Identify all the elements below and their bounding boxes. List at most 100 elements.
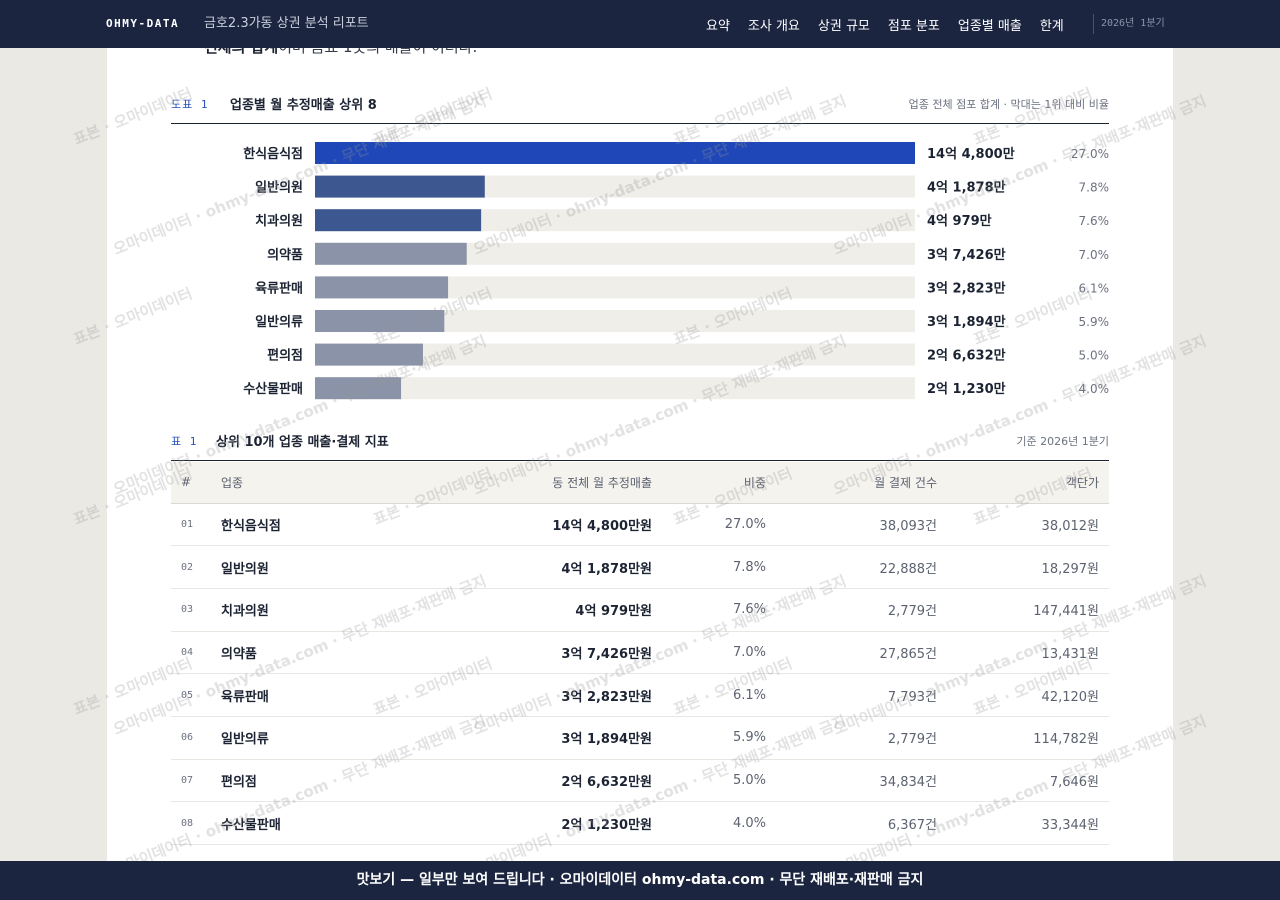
- cell-count: 38,093건: [766, 503, 937, 547]
- bar-category-label: 치과의원: [255, 213, 303, 229]
- bar-value-label: 3억 1,894만: [927, 314, 1006, 330]
- bar-share-label: 4.0%: [1079, 382, 1110, 396]
- cell-category: 한식음식점: [221, 503, 371, 547]
- bar-category-label: 의약품: [267, 247, 303, 263]
- cell-avg: 38,012원: [937, 503, 1109, 547]
- bar-value-label: 4억 1,878만: [927, 180, 1006, 196]
- table-row: 01 한식음식점 14억 4,800만원 27.0% 38,093건 38,01…: [171, 503, 1109, 547]
- bar-value-label: 3억 7,426만: [927, 247, 1006, 263]
- cell-share: 7.8%: [652, 545, 766, 589]
- cell-avg: 42,120원: [937, 673, 1109, 717]
- table-row: 03 치과의원 4억 979만원 7.6% 2,779건 147,441원: [171, 588, 1109, 632]
- bar-track: [315, 343, 915, 366]
- col-share[interactable]: 비중: [652, 462, 766, 504]
- cell-rank: 04: [171, 631, 221, 675]
- top-navigation-bar: OHMY-DATA 금호2.3가동 상권 분석 리포트 요약 조사 개요 상권 …: [0, 0, 1280, 48]
- nav-link-summary[interactable]: 요약: [706, 18, 730, 34]
- bar: [315, 377, 402, 400]
- nav-link-limitations[interactable]: 한계: [1039, 18, 1064, 34]
- nav-link-store-distribution[interactable]: 점포 분포: [887, 18, 940, 34]
- bar-share-label: 6.1%: [1079, 281, 1110, 295]
- bar-track: [315, 276, 915, 299]
- cell-avg: 147,441원: [937, 588, 1109, 632]
- cell-share: 4.0%: [652, 801, 766, 845]
- cell-avg: 18,297원: [937, 545, 1109, 589]
- cell-count: 2,779건: [766, 588, 937, 632]
- cell-category: 일반의류: [221, 716, 371, 760]
- cell-sales: 2억 1,230만원: [371, 801, 652, 845]
- col-payment-count[interactable]: 월 결제 건수: [766, 462, 937, 504]
- cell-category: 수산물판매: [221, 801, 371, 845]
- cell-share: 5.9%: [652, 716, 766, 760]
- cell-category: 일반의원: [221, 545, 371, 589]
- nav-link-market-size[interactable]: 상권 규모: [817, 18, 870, 34]
- cell-count: 7,793건: [766, 673, 937, 717]
- cell-share: 7.6%: [652, 588, 766, 632]
- col-category[interactable]: 업종: [221, 462, 371, 504]
- col-avg-ticket[interactable]: 객단가: [937, 462, 1109, 504]
- bar: [315, 276, 449, 299]
- table-header-row: # 업종 동 전체 월 추정매출 비중 월 결제 건수 객단가: [171, 462, 1109, 504]
- bar-share-label: 7.6%: [1079, 214, 1110, 228]
- intro-paragraph: 전체의 합계이며 음표 1곳의 매출이 이러다.: [204, 48, 477, 57]
- cell-rank: 02: [171, 545, 221, 589]
- figure-heading: 도표 1 업종별 월 추정매출 상위 8 업종 전체 점포 합계 · 막대는 1…: [171, 96, 1109, 124]
- bar-track: [315, 377, 915, 400]
- section-nav: 요약 조사 개요 상권 규모 점포 분포 업종별 매출 한계: [706, 0, 1082, 48]
- table-row: 07 편의점 2억 6,632만원 5.0% 34,834건 7,646원: [171, 759, 1109, 803]
- bar-share-label: 5.0%: [1079, 349, 1110, 363]
- brand-logo[interactable]: OHMY-DATA: [106, 17, 180, 30]
- cell-avg: 13,431원: [937, 631, 1109, 675]
- cell-count: 27,865건: [766, 631, 937, 675]
- cell-category: 육류판매: [221, 673, 371, 717]
- intro-rest-text: 이며 음표 1곳의 매출이 이러다.: [278, 48, 477, 56]
- bar-category-label: 육류판매: [255, 280, 303, 296]
- bar-value-label: 3억 2,823만: [927, 280, 1006, 296]
- col-monthly-sales[interactable]: 동 전체 월 추정매출: [371, 462, 652, 504]
- cell-sales: 4억 979만원: [371, 588, 652, 632]
- bar-value-label: 2억 6,632만: [927, 348, 1006, 364]
- sales-bar-chart: 한식음식점 14억 4,800만 27.0% 일반의원 4억 1,878만 7.8% 치과의…: [243, 142, 1110, 400]
- cell-rank: 05: [171, 673, 221, 717]
- table-row: 05 육류판매 3억 2,823만원 6.1% 7,793건 42,120원: [171, 673, 1109, 717]
- cell-rank: 03: [171, 588, 221, 632]
- cell-rank: 01: [171, 503, 221, 547]
- bar: [315, 175, 485, 198]
- table-row: 04 의약품 3억 7,426만원 7.0% 27,865건 13,431원: [171, 631, 1109, 675]
- figure-title: 업종별 월 추정매출 상위 8: [230, 98, 377, 113]
- cell-share: 6.1%: [652, 673, 766, 717]
- bar: [315, 310, 445, 332]
- nav-link-sales-by-category[interactable]: 업종별 매출: [957, 18, 1022, 34]
- bar-category-label: 한식음식점: [243, 146, 303, 162]
- report-paper: 전체의 합계이며 음표 1곳의 매출이 이러다. 도표 1 업종별 월 추정매출…: [107, 48, 1173, 861]
- cell-share: 5.0%: [652, 759, 766, 803]
- preview-banner: 맛보기 — 일부만 보여 드립니다 · 오마이데이터 ohmy-data.com…: [0, 861, 1280, 900]
- bar-category-label: 수산물판매: [243, 381, 303, 397]
- intro-bold-text: 전체의 합계: [204, 48, 278, 56]
- cell-count: 34,834건: [766, 759, 937, 803]
- cell-category: 편의점: [221, 759, 371, 803]
- bar: [315, 209, 482, 232]
- cell-sales: 4억 1,878만원: [371, 545, 652, 589]
- bar-value-label: 2억 1,230만: [927, 381, 1006, 397]
- cell-category: 의약품: [221, 631, 371, 675]
- bar-category-label: 일반의원: [255, 180, 303, 196]
- cell-count: 2,779건: [766, 716, 937, 760]
- bar-category-label: 편의점: [267, 348, 303, 364]
- cell-category: 치과의원: [221, 588, 371, 632]
- figure-note: 업종 전체 점포 합계 · 막대는 1위 대비 비율: [908, 98, 1109, 111]
- bar-value-label: 14억 4,800만: [927, 146, 1015, 162]
- col-rank[interactable]: #: [171, 462, 221, 504]
- table-title: 상위 10개 업종 매출·결제 지표: [216, 435, 389, 450]
- figure-tag: 도표 1: [171, 98, 209, 111]
- period-label: 2026년 1분기: [1093, 14, 1173, 34]
- cell-avg: 33,344원: [937, 801, 1109, 845]
- bar-share-label: 27.0%: [1071, 147, 1109, 161]
- cell-rank: 07: [171, 759, 221, 803]
- bar: [315, 242, 467, 265]
- cell-count: 22,888건: [766, 545, 937, 589]
- bar: [315, 343, 423, 366]
- nav-link-survey-overview[interactable]: 조사 개요: [747, 18, 800, 34]
- cell-sales: 3억 7,426만원: [371, 631, 652, 675]
- cell-sales: 14억 4,800만원: [371, 503, 652, 547]
